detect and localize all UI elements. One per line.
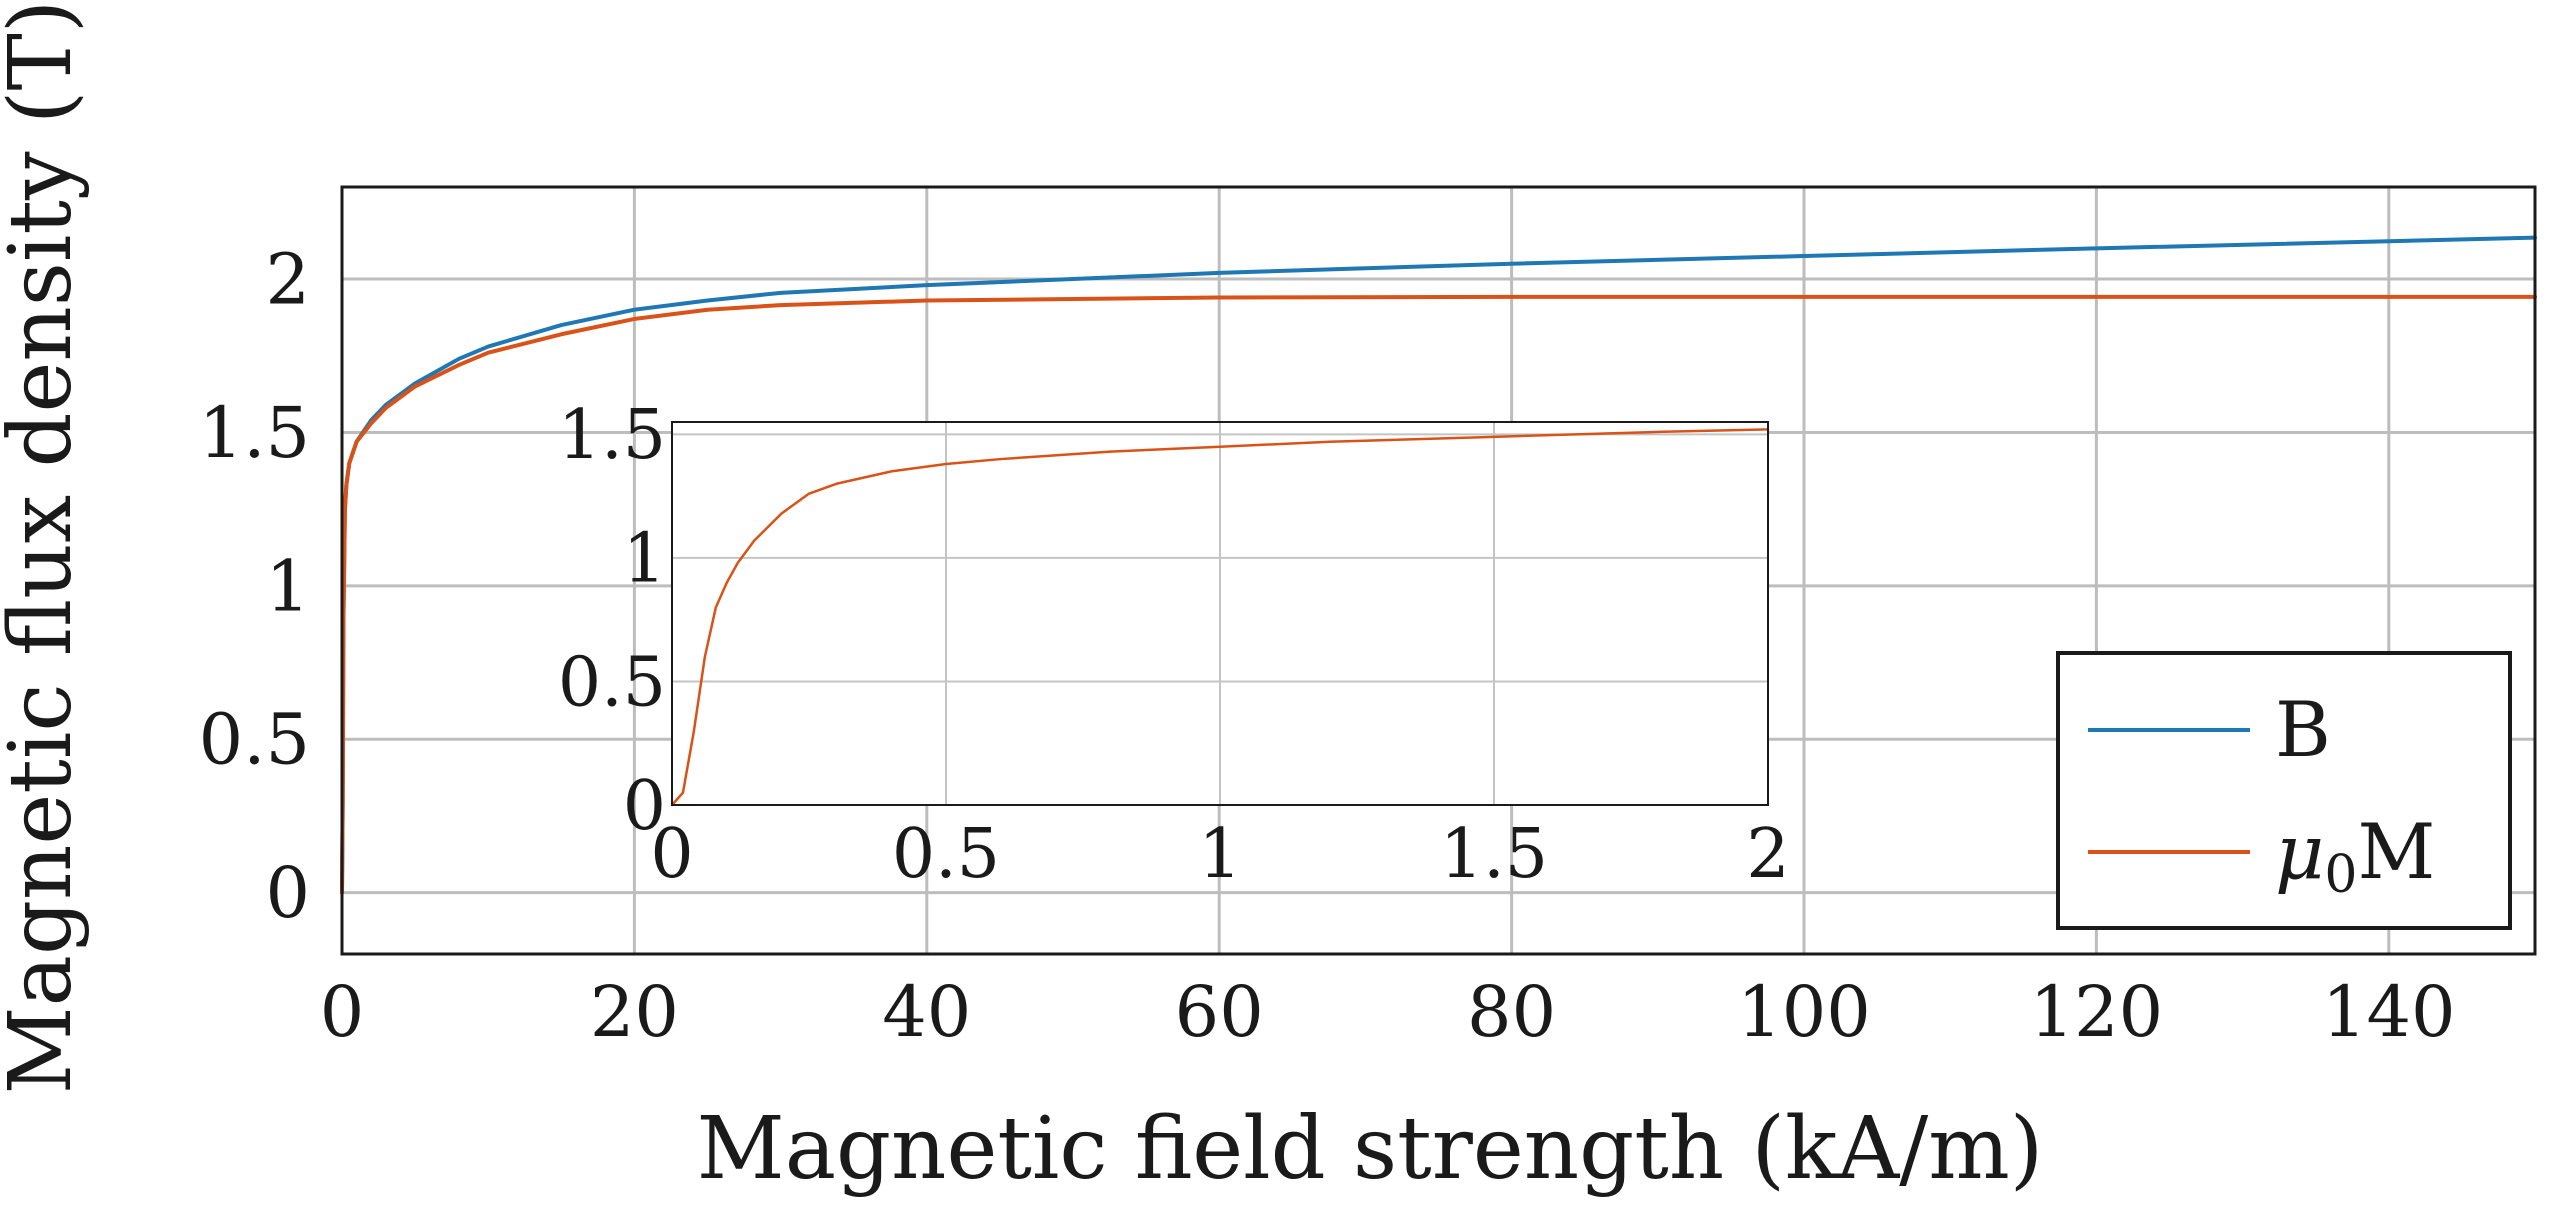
inset-y-tick-label: 0.5 — [558, 643, 666, 722]
main-x-tick-label: 40 — [882, 971, 971, 1053]
main-x-tick-label: 60 — [1175, 971, 1264, 1053]
legend-label-tail: M — [2358, 807, 2436, 896]
inset-x-tick-label: 1.5 — [1440, 815, 1548, 894]
legend-label-mu: μ — [2275, 807, 2324, 896]
inset-tick-labels: 0 0.5 1 1.5 2 0 0.5 1 1.5 — [558, 396, 1790, 894]
main-x-tick-label: 80 — [1467, 971, 1556, 1053]
main-plot-frame — [340, 185, 2537, 956]
legend-label-mu0m: μ0M — [2275, 807, 2435, 905]
inset-x-tick-label: 1 — [1198, 815, 1241, 894]
inset-y-tick-label: 1.5 — [558, 396, 666, 475]
main-y-tick-label: 1 — [265, 545, 310, 627]
inset-series-line-0 — [670, 428, 1770, 807]
legend-box — [2056, 651, 2512, 930]
inset-y-tick-label: 1 — [623, 520, 666, 599]
inset-plot-frame — [671, 421, 1769, 806]
main-x-tick-label: 20 — [590, 971, 679, 1053]
inset-x-tick-label: 2 — [1746, 815, 1789, 894]
main-x-tick-label: 140 — [2322, 971, 2456, 1053]
inset-x-tick-label: 0 — [650, 815, 693, 894]
main-y-tick-label: 2 — [265, 239, 310, 321]
y-axis-label: Magnetic flux density (T) — [0, 0, 91, 1094]
main-x-tick-label: 120 — [2030, 971, 2164, 1053]
inset-series-group — [670, 428, 1770, 807]
main-x-tick-label: 0 — [320, 971, 365, 1053]
inset-x-tick-label: 0.5 — [892, 815, 1000, 894]
main-x-tick-label: 100 — [1737, 971, 1871, 1053]
legend: B μ0M — [2056, 651, 2512, 930]
inset-y-tick-label: 0 — [623, 767, 666, 846]
main-y-tick-label: 0 — [265, 852, 310, 934]
legend-label-b: B — [2275, 685, 2331, 774]
legend-label-subscript: 0 — [2324, 845, 2357, 905]
main-y-tick-label: 0.5 — [199, 699, 310, 781]
main-y-tick-label: 1.5 — [199, 392, 310, 474]
x-axis-label: Magnetic field strength (kA/m) — [697, 1099, 2044, 1199]
main-series-line-1 — [340, 294, 2537, 895]
main-series-group — [340, 235, 2537, 895]
